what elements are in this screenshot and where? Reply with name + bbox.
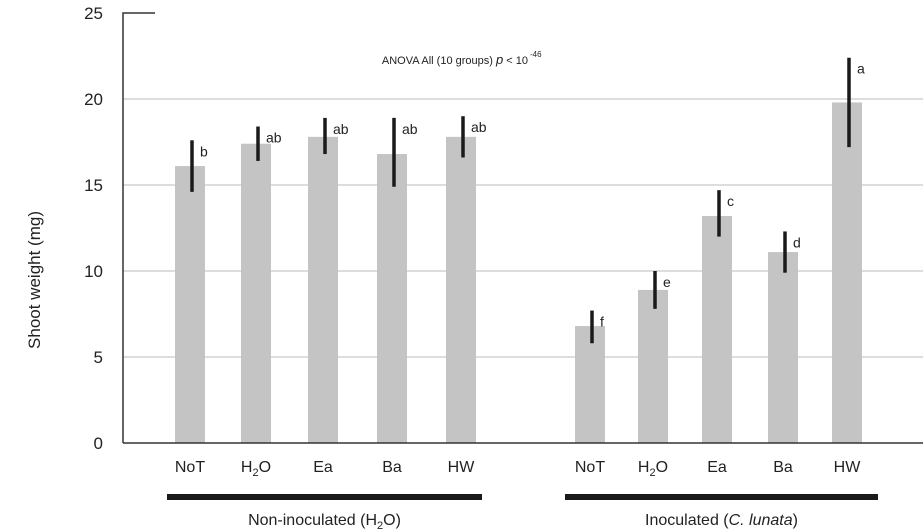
significance-letter: e — [663, 274, 671, 290]
bar — [446, 136, 476, 443]
y-tick-label: 20 — [84, 90, 103, 109]
category-label: HW — [448, 459, 476, 476]
anova-annotation: ANOVA All (10 groups) p < 10 — [382, 52, 528, 67]
significance-letter: a — [857, 61, 865, 77]
bars — [175, 102, 862, 444]
category-label: H2O — [241, 459, 271, 479]
category-label: H2O — [638, 459, 668, 479]
bar — [702, 215, 732, 443]
bar — [768, 252, 798, 443]
y-tick-label: 15 — [84, 176, 103, 195]
significance-letters: b ab ab ab ab f e c d a — [200, 61, 865, 330]
category-label: Ba — [773, 459, 793, 476]
group-label: Non-inoculated (H2O) — [248, 512, 401, 531]
group-label: Inoculated (C. lunata) — [645, 512, 798, 529]
significance-letter: ab — [266, 130, 282, 146]
significance-letter: c — [727, 193, 734, 209]
category-label: HW — [834, 459, 862, 476]
y-axis-label: Shoot weight (mg) — [25, 211, 44, 349]
y-tick-labels: 0 5 10 15 20 25 — [84, 4, 103, 453]
group-brackets: Non-inoculated (H2O) Inoculated (C. lunat… — [167, 494, 878, 531]
y-tick-label: 0 — [94, 434, 103, 453]
significance-letter: b — [200, 143, 208, 159]
bar — [575, 326, 605, 443]
significance-letter: d — [793, 234, 801, 250]
error-bars — [190, 57, 851, 344]
y-axis — [122, 12, 155, 443]
axes — [122, 12, 923, 444]
bar — [832, 102, 862, 443]
significance-letter: ab — [333, 121, 349, 137]
category-label: Ea — [313, 459, 333, 476]
group-bracket — [167, 494, 482, 500]
y-tick-label: 10 — [84, 262, 103, 281]
significance-letter: ab — [471, 119, 487, 135]
bar — [175, 166, 205, 443]
category-label: Ea — [707, 459, 727, 476]
y-tick-label: 25 — [84, 4, 103, 23]
bar — [377, 154, 407, 444]
y-tick-label: 5 — [94, 348, 103, 367]
significance-letter: f — [600, 314, 604, 330]
bar — [308, 136, 338, 443]
bar — [241, 143, 271, 443]
category-label: NoT — [575, 459, 605, 476]
bar — [638, 289, 668, 443]
category-label: NoT — [175, 459, 205, 476]
significance-letter: ab — [402, 121, 418, 137]
anova-annotation-exponent: -46 — [530, 50, 542, 59]
group-bracket — [565, 494, 878, 500]
category-labels: NoT H2O Ea Ba HW NoT H2O Ea Ba HW — [175, 459, 861, 479]
category-label: Ba — [382, 459, 402, 476]
